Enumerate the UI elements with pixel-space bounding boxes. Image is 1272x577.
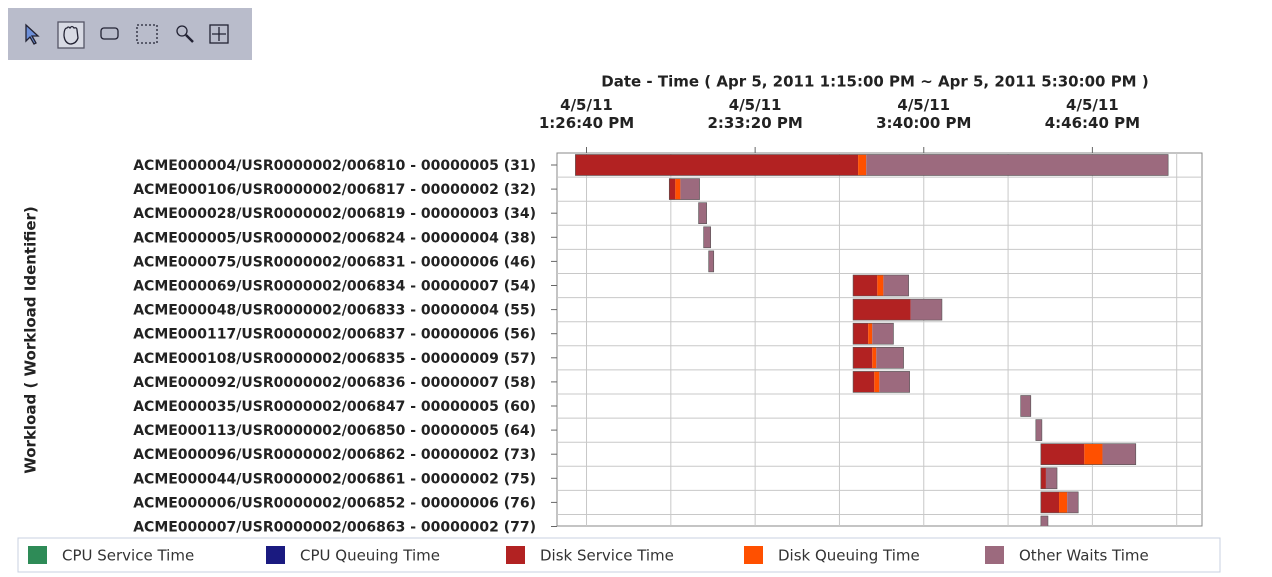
y-tick-label: ACME000035/USR0000002/006847 - 00000005 … — [133, 399, 536, 415]
bar-outline — [1035, 419, 1043, 441]
bar-outline — [708, 250, 715, 273]
bar-outline — [852, 322, 894, 345]
bar-outline — [852, 274, 909, 297]
x-tick-label: 4/5/11 4:46:40 PM — [1044, 96, 1141, 132]
bar-segment — [858, 154, 867, 176]
y-tick-label: ACME000106/USR0000002/006817 - 00000002 … — [133, 182, 536, 198]
pointer-tool[interactable] — [25, 23, 40, 45]
bar-segment — [866, 154, 1169, 176]
fit-tool[interactable] — [209, 24, 229, 44]
y-tick-label: ACME000092/USR0000002/006836 - 00000007 … — [133, 375, 536, 391]
x-axis-title: Date - Time ( Apr 5, 2011 1:15:00 PM ~ A… — [601, 73, 1148, 91]
legend-swatch — [28, 546, 47, 564]
bar-outline — [1040, 467, 1058, 490]
bars — [575, 154, 1169, 526]
y-tick-label: ACME000113/USR0000002/006850 - 00000005 … — [133, 423, 536, 439]
legend-label: Other Waits Time — [1019, 547, 1149, 565]
bar-outline — [852, 346, 904, 369]
bar-outline — [852, 298, 943, 321]
bar-segment — [1020, 395, 1031, 417]
bar-segment — [872, 323, 894, 345]
y-tick-label: ACME000005/USR0000002/006824 - 00000004 … — [133, 230, 536, 246]
bar-segment — [853, 323, 869, 345]
y-tick-label: ACME000117/USR0000002/006837 - 00000006 … — [133, 327, 536, 343]
annotate-tool[interactable] — [100, 27, 119, 40]
bar-segment — [669, 178, 676, 200]
y-tick-label: ACME000007/USR0000002/006863 - 00000002 … — [133, 520, 536, 536]
bar-segment — [1067, 491, 1079, 513]
bar-segment — [1045, 467, 1058, 489]
legend-swatch — [744, 546, 763, 564]
legend-label: CPU Service Time — [62, 547, 194, 565]
plot — [557, 153, 1202, 526]
bar-segment — [883, 275, 909, 296]
y-tick-label: ACME000108/USR0000002/006835 - 00000009 … — [133, 351, 536, 367]
legend-label: CPU Queuing Time — [300, 547, 440, 565]
bar-segment — [575, 154, 859, 176]
bar-segment — [1040, 467, 1046, 489]
bar-segment — [1084, 443, 1103, 465]
legend-swatch — [266, 546, 285, 564]
bar-outline — [1020, 395, 1032, 417]
y-tick-label: ACME000075/USR0000002/006831 - 00000006 … — [133, 254, 536, 270]
bar-outline — [575, 154, 1169, 176]
toolbar-icons — [25, 21, 229, 49]
y-tick-label: ACME000006/USR0000002/006852 - 00000006 … — [133, 495, 536, 511]
x-tick-label: 4/5/11 3:40:00 PM — [876, 96, 972, 132]
bar-segment — [877, 275, 884, 296]
y-tick-label: ACME000028/USR0000002/006819 - 00000003 … — [133, 206, 536, 222]
y-tick-label: ACME000044/USR0000002/006861 - 00000002 … — [133, 471, 536, 487]
bar-outline — [1040, 515, 1049, 526]
bar-segment — [879, 371, 910, 393]
y-axis-title: Workload ( Workload Identifier) — [22, 206, 40, 474]
bar-segment — [703, 226, 711, 248]
bar-segment — [680, 178, 700, 200]
legend-label: Disk Queuing Time — [778, 547, 920, 565]
y-tick-label: ACME000048/USR0000002/006833 - 00000004 … — [133, 303, 536, 319]
y-tick-label: ACME000069/USR0000002/006834 - 00000007 … — [133, 279, 536, 295]
x-tick-label: 4/5/11 1:26:40 PM — [538, 96, 635, 132]
legend-swatch — [985, 546, 1004, 564]
bar-outline — [1040, 491, 1079, 514]
bar-segment — [876, 347, 904, 369]
bar-segment — [675, 178, 681, 200]
bar-segment — [874, 371, 880, 393]
bar-segment — [1035, 419, 1042, 441]
bar-segment — [853, 275, 878, 296]
bar-outline — [1040, 443, 1137, 466]
bar-outline — [698, 202, 707, 224]
bar-outline — [703, 226, 712, 249]
zoom-box-tool[interactable] — [136, 24, 158, 44]
y-tick-label: ACME000004/USR0000002/006810 - 00000005 … — [133, 158, 536, 174]
bar-segment — [698, 202, 707, 224]
bar-segment — [853, 347, 873, 369]
bar-segment — [853, 299, 911, 321]
bar-segment — [708, 250, 714, 272]
bar-outline — [852, 371, 910, 393]
y-tick-label: ACME000096/USR0000002/006862 - 00000002 … — [133, 447, 536, 463]
bar-segment — [853, 371, 875, 393]
bar-segment — [1040, 516, 1048, 526]
legend — [17, 537, 1221, 573]
bar-segment — [868, 323, 873, 345]
zoom-tool[interactable] — [176, 25, 188, 37]
bar-segment — [1102, 443, 1136, 465]
x-tick-label: 4/5/11 2:33:20 PM — [707, 96, 803, 132]
bar-outline — [668, 178, 700, 200]
bar-segment — [872, 347, 877, 369]
bar-segment — [1040, 491, 1060, 513]
bar-segment — [1059, 491, 1068, 513]
legend-label: Disk Service Time — [540, 547, 674, 565]
toolbar — [8, 8, 252, 60]
bar-segment — [1040, 443, 1085, 465]
pan-icon — [63, 25, 79, 45]
legend-swatch — [506, 546, 525, 564]
bar-segment — [910, 299, 942, 321]
